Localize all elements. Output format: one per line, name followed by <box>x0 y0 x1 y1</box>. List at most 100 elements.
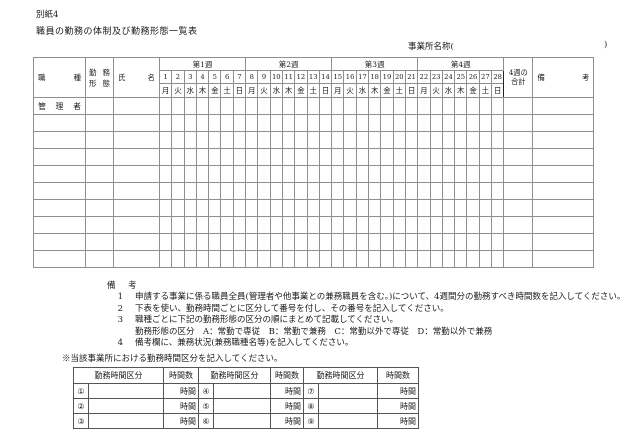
day-cell[interactable] <box>466 199 480 217</box>
day-cell[interactable] <box>441 182 456 200</box>
total-cell[interactable] <box>503 131 534 149</box>
day-cell[interactable] <box>368 131 382 149</box>
day-cell[interactable] <box>404 233 419 251</box>
day-cell[interactable] <box>441 199 456 217</box>
day-cell[interactable] <box>454 148 468 166</box>
day-cell[interactable] <box>491 165 505 183</box>
day-cell[interactable] <box>208 97 222 115</box>
name-cell[interactable] <box>113 199 160 217</box>
day-cell[interactable] <box>245 199 259 217</box>
day-cell[interactable] <box>417 131 431 149</box>
day-cell[interactable] <box>257 97 271 115</box>
name-cell[interactable] <box>113 165 160 183</box>
day-cell[interactable] <box>404 148 419 166</box>
hours-cell[interactable]: 時間 <box>377 413 419 429</box>
hours-cell[interactable]: 時間 <box>270 398 304 414</box>
day-cell[interactable] <box>343 148 357 166</box>
total-cell[interactable] <box>503 114 534 132</box>
day-cell[interactable] <box>491 250 505 268</box>
day-cell[interactable] <box>171 199 185 217</box>
day-cell[interactable] <box>158 199 173 217</box>
day-cell[interactable] <box>232 148 247 166</box>
day-cell[interactable] <box>318 114 333 132</box>
day-cell[interactable] <box>232 182 247 200</box>
day-cell[interactable] <box>355 148 370 166</box>
remarks-cell[interactable] <box>532 131 595 149</box>
day-cell[interactable] <box>491 148 505 166</box>
day-cell[interactable] <box>478 114 493 132</box>
day-cell[interactable] <box>392 233 406 251</box>
day-cell[interactable] <box>195 131 210 149</box>
day-cell[interactable] <box>380 165 394 183</box>
day-cell[interactable] <box>343 165 357 183</box>
category-input-cell[interactable] <box>213 398 271 414</box>
day-cell[interactable] <box>392 199 406 217</box>
day-cell[interactable] <box>208 148 222 166</box>
category-input-cell[interactable] <box>318 413 378 429</box>
work-form-cell[interactable] <box>85 250 114 268</box>
day-cell[interactable] <box>318 233 333 251</box>
day-cell[interactable] <box>171 182 185 200</box>
day-cell[interactable] <box>318 165 333 183</box>
day-cell[interactable] <box>306 131 320 149</box>
day-cell[interactable] <box>281 165 296 183</box>
day-cell[interactable] <box>466 182 480 200</box>
day-cell[interactable] <box>171 165 185 183</box>
day-cell[interactable] <box>343 233 357 251</box>
day-cell[interactable] <box>466 216 480 234</box>
day-cell[interactable] <box>269 114 283 132</box>
day-cell[interactable] <box>429 182 443 200</box>
day-cell[interactable] <box>257 250 271 268</box>
day-cell[interactable] <box>245 148 259 166</box>
day-cell[interactable] <box>208 131 222 149</box>
day-cell[interactable] <box>208 182 222 200</box>
day-cell[interactable] <box>429 165 443 183</box>
day-cell[interactable] <box>417 165 431 183</box>
day-cell[interactable] <box>331 250 345 268</box>
day-cell[interactable] <box>306 250 320 268</box>
day-cell[interactable] <box>392 182 406 200</box>
day-cell[interactable] <box>454 97 468 115</box>
day-cell[interactable] <box>331 97 345 115</box>
day-cell[interactable] <box>158 114 173 132</box>
day-cell[interactable] <box>220 233 234 251</box>
day-cell[interactable] <box>220 131 234 149</box>
day-cell[interactable] <box>355 131 370 149</box>
name-cell[interactable] <box>113 131 160 149</box>
day-cell[interactable] <box>454 165 468 183</box>
day-cell[interactable] <box>380 148 394 166</box>
day-cell[interactable] <box>220 250 234 268</box>
day-cell[interactable] <box>392 165 406 183</box>
day-cell[interactable] <box>281 97 296 115</box>
day-cell[interactable] <box>171 114 185 132</box>
day-cell[interactable] <box>478 131 493 149</box>
day-cell[interactable] <box>417 216 431 234</box>
day-cell[interactable] <box>404 199 419 217</box>
day-cell[interactable] <box>404 182 419 200</box>
day-cell[interactable] <box>441 216 456 234</box>
day-cell[interactable] <box>466 131 480 149</box>
hours-cell[interactable]: 時間 <box>163 413 199 429</box>
total-cell[interactable] <box>503 97 534 115</box>
day-cell[interactable] <box>429 148 443 166</box>
name-cell[interactable] <box>113 148 160 166</box>
day-cell[interactable] <box>392 97 406 115</box>
day-cell[interactable] <box>208 199 222 217</box>
job-type-cell[interactable] <box>33 250 86 268</box>
day-cell[interactable] <box>306 216 320 234</box>
day-cell[interactable] <box>232 199 247 217</box>
day-cell[interactable] <box>281 199 296 217</box>
day-cell[interactable] <box>269 131 283 149</box>
day-cell[interactable] <box>368 216 382 234</box>
day-cell[interactable] <box>429 233 443 251</box>
category-input-cell[interactable] <box>213 413 271 429</box>
day-cell[interactable] <box>417 114 431 132</box>
day-cell[interactable] <box>454 199 468 217</box>
job-type-cell[interactable] <box>33 216 86 234</box>
day-cell[interactable] <box>478 182 493 200</box>
day-cell[interactable] <box>355 114 370 132</box>
day-cell[interactable] <box>195 114 210 132</box>
day-cell[interactable] <box>158 182 173 200</box>
day-cell[interactable] <box>454 182 468 200</box>
day-cell[interactable] <box>343 216 357 234</box>
